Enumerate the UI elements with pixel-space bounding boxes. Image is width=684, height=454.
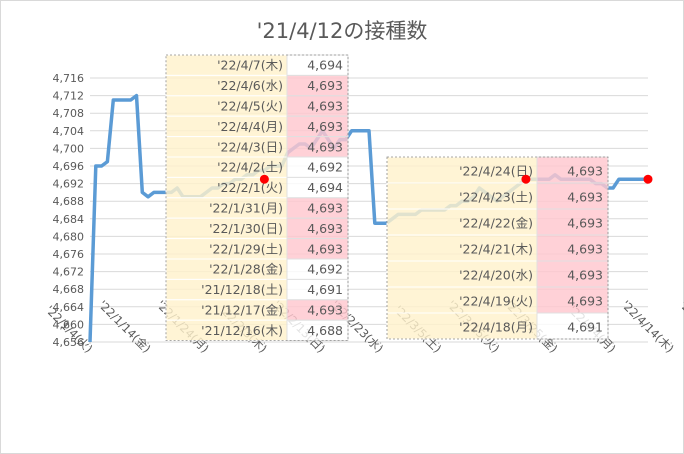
table-date-label: '22/4/2(土): [217, 160, 283, 175]
table-date-label: '21/12/17(金): [201, 302, 283, 317]
table-date-label: '22/4/3(日): [217, 139, 283, 154]
table-value-label: 4,693: [307, 119, 343, 134]
table-date-label: '22/4/21(木): [459, 242, 533, 257]
table-date-label: '22/1/30(日): [209, 221, 283, 236]
table-value-cell: [536, 208, 609, 236]
highlight-marker: [259, 174, 269, 184]
y-tick-label: 4,688: [53, 195, 85, 208]
table-value-label: 4,694: [307, 58, 343, 73]
table-value-label: 4,692: [307, 160, 343, 175]
table-value-label: 4,691: [567, 320, 603, 335]
table-value-label: 4,693: [307, 139, 343, 154]
table-value-cell: [536, 312, 609, 340]
y-tick-label: 4,672: [53, 266, 85, 279]
y-tick-label: 4,664: [53, 301, 85, 314]
table-value-label: 4,693: [567, 190, 603, 205]
table-date-label: '21/12/18(土): [201, 282, 283, 297]
table-date-label: '22/1/31(月): [209, 200, 283, 215]
table-date-label: '22/4/5(火): [217, 98, 283, 113]
table-value-label: 4,694: [307, 180, 343, 195]
table-value-label: 4,693: [307, 241, 343, 256]
table-date-label: '22/2/1(火): [217, 180, 283, 195]
y-tick-label: 4,704: [53, 125, 85, 138]
overlay-tables: '22/4/7(木) 4,694 '22/4/6(水) 4,693 '22/4/5(火)…: [165, 54, 609, 342]
table-date-label: '22/4/20(水): [459, 268, 533, 283]
table-date-cell: [386, 208, 538, 236]
table-date-cell: [386, 286, 538, 314]
table-date-label: '21/12/16(木): [201, 323, 283, 338]
table-value-label: 4,693: [567, 216, 603, 231]
table-border: [386, 156, 609, 340]
table-value-label: 4,693: [307, 78, 343, 93]
highlight-marker: [643, 174, 653, 184]
table-value-cell: [536, 260, 609, 288]
chart-title: '21/4/12の接種数: [257, 19, 428, 43]
table-date-label: '22/4/6(水): [217, 78, 283, 93]
table-date-label: '22/4/23(土): [459, 190, 533, 205]
table-value-label: 4,693: [307, 302, 343, 317]
highlight-marker: [521, 174, 531, 184]
y-tick-label: 4,684: [53, 213, 85, 226]
table-value-label: 4,688: [307, 323, 343, 338]
table-date-label: '22/4/7(木): [217, 58, 283, 73]
table-value-label: 4,693: [567, 164, 603, 179]
table-value-label: 4,691: [307, 282, 343, 297]
table-date-label: '22/4/19(火): [459, 294, 533, 309]
table-date-label: '22/4/24(日): [459, 164, 533, 179]
table-value-label: 4,693: [567, 294, 603, 309]
table-date-label: '22/1/29(土): [209, 241, 283, 256]
y-tick-label: 4,716: [53, 72, 85, 85]
y-tick-label: 4,668: [53, 283, 85, 296]
table-date-cell: [386, 182, 538, 210]
y-tick-label: 4,696: [53, 160, 85, 173]
table-date-label: '22/4/4(月): [217, 119, 283, 134]
y-tick-label: 4,692: [53, 178, 85, 191]
highlight-markers: [259, 174, 653, 184]
table-value-label: 4,693: [567, 242, 603, 257]
y-tick-label: 4,676: [53, 248, 85, 261]
table-date-cell: [386, 234, 538, 262]
y-tick-label: 4,680: [53, 230, 85, 243]
table-value-label: 4,693: [307, 98, 343, 113]
table-date-label: '22/4/22(金): [459, 216, 533, 231]
table-border: [165, 54, 349, 342]
table-date-label: '22/1/28(金): [209, 262, 283, 277]
table-value-label: 4,693: [307, 221, 343, 236]
y-tick-label: 4,712: [53, 90, 85, 103]
table-value-label: 4,693: [307, 200, 343, 215]
table-value-cell: [536, 182, 609, 210]
table-date-label: '22/4/18(月): [459, 320, 533, 335]
y-tick-label: 4,700: [53, 142, 85, 155]
y-axis: 4,656 4,660 4,664 4,668 4,672 4,676 4,680 4,684…: [53, 72, 85, 349]
table-value-label: 4,693: [567, 268, 603, 283]
y-tick-label: 4,660: [53, 318, 85, 331]
table-value-label: 4,692: [307, 262, 343, 277]
y-tick-label: 4,656: [53, 336, 85, 349]
y-tick-label: 4,708: [53, 107, 85, 120]
